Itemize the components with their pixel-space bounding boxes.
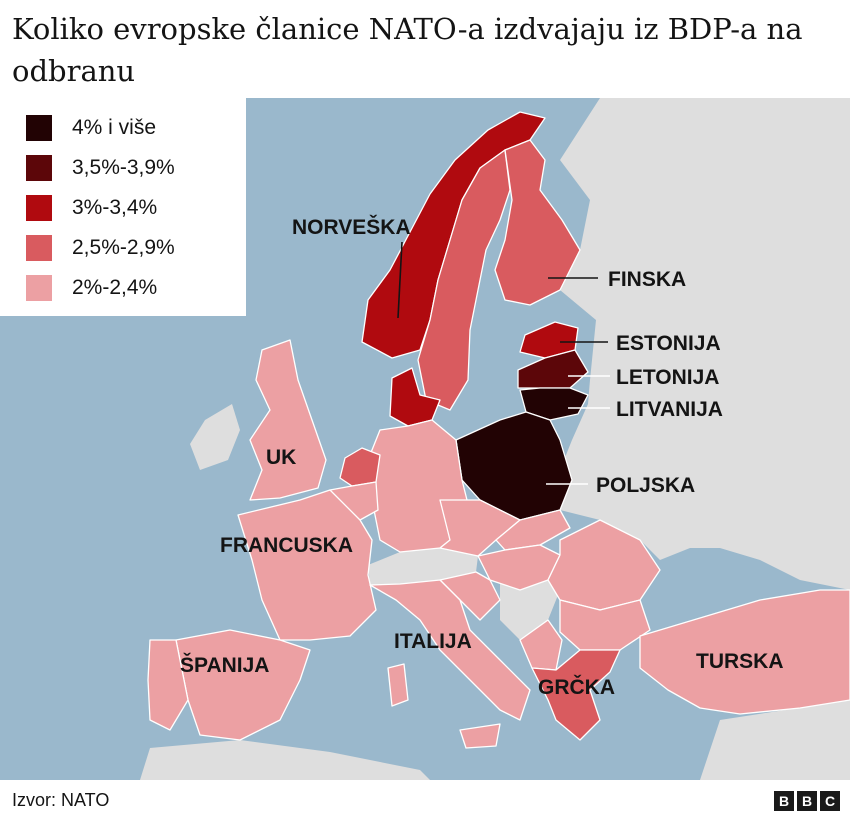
legend-swatch bbox=[26, 155, 52, 181]
bbc-logo-letter: C bbox=[820, 791, 840, 811]
legend-item: 4% i više bbox=[26, 108, 246, 148]
legend-swatch bbox=[26, 235, 52, 261]
land-east-non-nato bbox=[560, 98, 850, 590]
bbc-logo-letter: B bbox=[774, 791, 794, 811]
legend-item: 3%-3,4% bbox=[26, 188, 246, 228]
country-denmark bbox=[389, 367, 441, 427]
legend-item: 2,5%-2,9% bbox=[26, 228, 246, 268]
country-albania-north-macedonia bbox=[519, 619, 563, 671]
label-francuska: FRANCUSKA bbox=[220, 534, 353, 557]
label-norveska: NORVEŠKA bbox=[292, 215, 411, 239]
land-south-east-non-nato bbox=[700, 700, 850, 780]
country-italy-sicily bbox=[459, 723, 501, 749]
bbc-logo: B B C bbox=[774, 791, 840, 811]
label-litvanija: LITVANIJA bbox=[616, 398, 723, 421]
country-france bbox=[237, 489, 377, 641]
legend: 4% i više 3,5%-3,9% 3%-3,4% 2,5%-2,9% 2%… bbox=[0, 98, 246, 316]
country-poland bbox=[455, 411, 573, 521]
land-north-africa bbox=[140, 740, 430, 780]
label-spanija: ŠPANIJA bbox=[180, 653, 269, 677]
legend-swatch bbox=[26, 195, 52, 221]
legend-label: 2,5%-2,9% bbox=[72, 236, 175, 259]
footer: Izvor: NATO B B C bbox=[0, 780, 850, 820]
legend-label: 3,5%-3,9% bbox=[72, 156, 175, 179]
label-poljska: POLJSKA bbox=[596, 474, 695, 497]
label-estonija: ESTONIJA bbox=[616, 332, 721, 355]
country-italy bbox=[369, 579, 531, 721]
europe-map: NORVEŠKA FINSKA ESTONIJA LETONIJA LITVAN… bbox=[0, 98, 850, 780]
legend-item: 2%-2,4% bbox=[26, 268, 246, 308]
label-italija: ITALIJA bbox=[394, 630, 472, 653]
leader-norveska bbox=[397, 241, 403, 319]
country-bulgaria bbox=[559, 599, 651, 651]
chart-title: Koliko evropske članice NATO-a izdvajaju… bbox=[12, 12, 803, 88]
country-finland bbox=[494, 139, 581, 306]
map-svg: NORVEŠKA FINSKA ESTONIJA LETONIJA LITVAN… bbox=[0, 98, 850, 780]
country-italy-sardinia bbox=[387, 663, 409, 707]
country-latvia bbox=[517, 349, 589, 389]
source-note: Izvor: NATO bbox=[12, 790, 110, 810]
legend-label: 3%-3,4% bbox=[72, 196, 158, 219]
legend-label: 4% i više bbox=[72, 116, 157, 139]
legend-swatch bbox=[26, 275, 52, 301]
country-greece bbox=[531, 649, 621, 741]
land-ireland bbox=[190, 404, 240, 470]
label-turska: TURSKA bbox=[696, 650, 784, 673]
legend-item: 3,5%-3,9% bbox=[26, 148, 246, 188]
label-grcka: GRČKA bbox=[538, 675, 615, 699]
bbc-logo-letter: B bbox=[797, 791, 817, 811]
country-turkey bbox=[639, 589, 850, 715]
legend-label: 2%-2,4% bbox=[72, 276, 158, 299]
label-uk: UK bbox=[266, 446, 296, 469]
land-switzerland-austria bbox=[368, 548, 478, 585]
legend-swatch bbox=[26, 115, 52, 141]
label-finska: FINSKA bbox=[608, 268, 686, 291]
country-czechia bbox=[439, 499, 521, 557]
label-letonija: LETONIJA bbox=[616, 366, 719, 389]
country-uk bbox=[249, 339, 327, 501]
country-portugal bbox=[147, 639, 189, 731]
